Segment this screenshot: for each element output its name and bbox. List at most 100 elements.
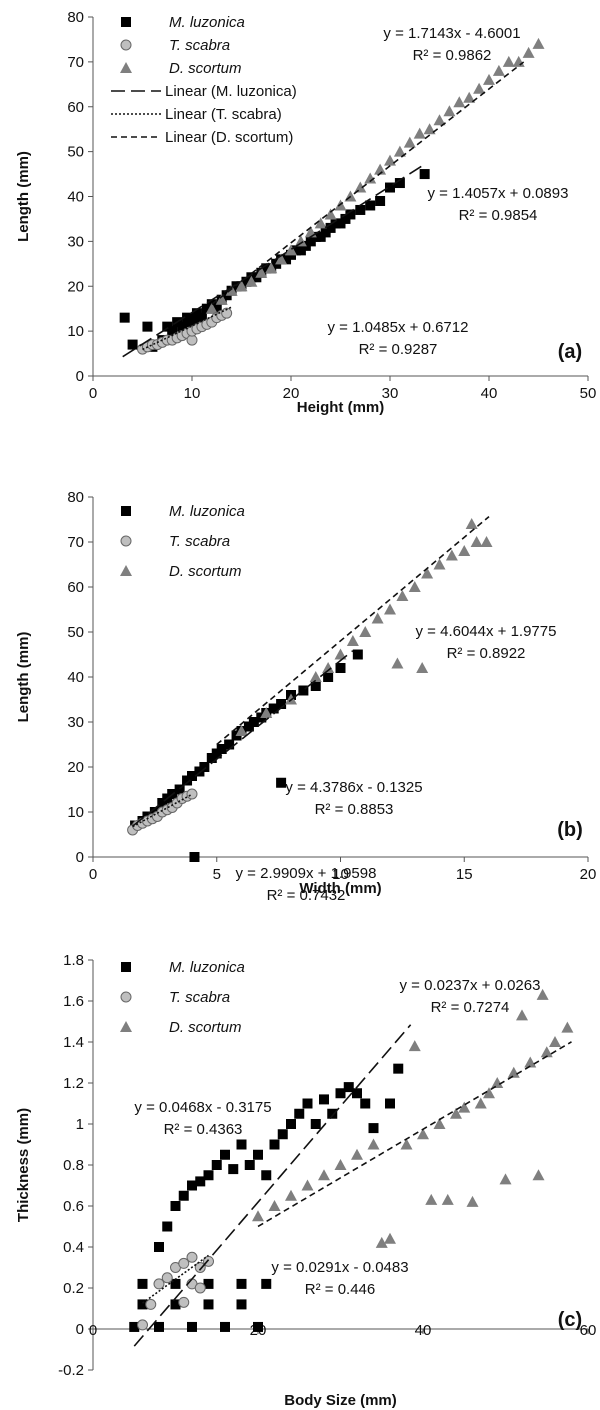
trendline-equation: y = 1.7143x - 4.6001 R² = 0.9862 [383,25,520,64]
y-tick-label: 50 [67,624,84,641]
legend-label: M. luzonica [169,503,245,520]
data-point [178,1257,190,1269]
data-point [465,518,478,529]
data-point [540,1046,553,1058]
data-point [294,1108,305,1119]
data-point [127,339,138,350]
legend-label: M. luzonica [169,14,245,31]
y-tick-label: 70 [67,54,84,71]
data-point [211,1160,222,1170]
data-point [253,1321,263,1332]
y-tick-label: 1.4 [63,1034,84,1051]
y-tick-label: 1 [76,1116,84,1133]
y-tick-label: 80 [67,489,84,506]
data-point [384,154,396,166]
data-point [393,145,406,157]
legend-marker [120,535,132,547]
data-point [186,788,198,800]
r-squared-label: R² = 0.9862 [413,47,492,64]
data-point [491,1077,504,1088]
data-point [225,284,238,296]
y-tick-label: 60 [67,99,84,116]
x-tick-label: 10 [184,385,201,402]
data-point [384,603,396,615]
y-tick-label: 60 [67,579,84,596]
data-point [385,182,395,193]
data-point [408,1040,421,1052]
y-tick-label: 0.2 [63,1280,84,1297]
trendline [216,515,490,746]
x-tick-label: 40 [481,385,498,402]
data-point [298,685,309,696]
data-point [119,312,130,323]
data-point [367,1138,380,1150]
data-point [174,784,185,795]
x-axis-label: Height (mm) [297,399,385,416]
y-axis-label: Length (mm) [15,151,32,242]
chart-panel-1: 0 10 20 30 40 50 60 70 80 0 10 20 30 40 50 Height (mm) L… [15,9,596,416]
data-point [235,280,248,292]
data-point [220,1149,230,1160]
data-point [375,1236,388,1248]
data-point [275,253,288,265]
y-tick-label: 50 [67,144,84,161]
data-point [466,1195,479,1207]
data-point [396,590,409,601]
data-point [352,649,363,660]
data-point [423,123,436,135]
data-point [195,1176,206,1187]
data-point [323,672,334,682]
x-tick-label: 20 [580,866,597,883]
legend: M. luzonica T. scabra D. scortum [120,959,245,1036]
data-point [374,163,387,175]
data-point [252,1210,264,1222]
equation-label: y = 0.0291x - 0.0483 [271,1259,408,1276]
legend-label: Linear (D. scortum) [165,129,293,146]
data-point [189,852,200,862]
y-tick-label: 80 [67,9,84,26]
data-point [425,1193,438,1205]
y-tick-label: 0.8 [63,1157,84,1174]
data-point [276,777,287,788]
data-point [145,1298,157,1310]
trendline [133,1024,412,1347]
equation-label: y = 0.0237x + 0.0263 [400,977,541,994]
data-point [532,37,545,49]
r-squared-label: R² = 0.9287 [359,341,438,358]
data-point [474,1097,487,1109]
trendline-equation: y = 0.0468x - 0.3175 R² = 0.4363 [134,1099,271,1138]
data-point [400,1138,413,1150]
data-point [368,1123,379,1134]
legend-label: Linear (T. scabra) [165,106,282,123]
data-point [154,1242,164,1252]
r-squared-label: R² = 0.9854 [459,207,538,224]
data-point [393,1063,404,1074]
x-axis-label: Body Size (mm) [284,1392,397,1409]
data-point [236,1278,247,1289]
data-point [268,1200,281,1211]
x-tick-label: 0 [89,1322,97,1339]
legend-label: Linear (M. luzonica) [165,83,297,100]
data-point [187,1180,197,1191]
y-tick-label: 0.6 [63,1198,84,1215]
data-point [216,744,227,754]
data-point [499,1173,512,1185]
x-axis-label: Width (mm) [299,880,381,897]
y-tick-label: 40 [67,669,84,686]
data-point [403,136,416,148]
y-tick-label: 10 [67,323,84,340]
trendline [257,1041,572,1228]
data-point [371,612,384,624]
x-tick-label: 5 [213,866,221,883]
data-point [137,1319,148,1331]
data-point [265,262,278,274]
y-tick-label: 20 [67,759,84,776]
series-m-luzonica [130,649,363,862]
data-point [277,1129,288,1140]
data-point [137,1299,148,1310]
data-point [354,181,367,193]
data-point [153,1278,165,1290]
data-point [345,209,356,220]
data-point [458,1101,471,1113]
data-point [224,739,235,750]
